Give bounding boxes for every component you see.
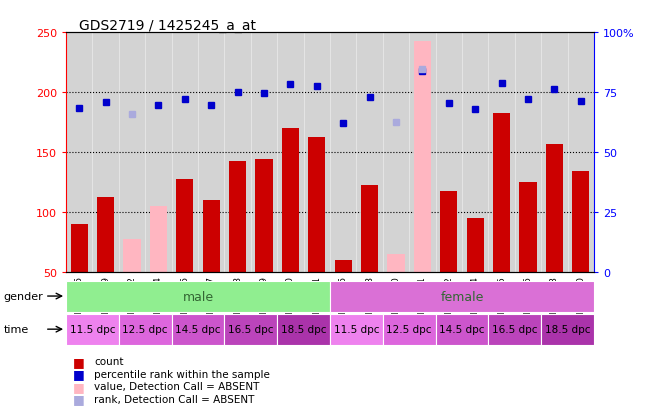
Bar [71,225,88,273]
Bar [66,281,330,312]
Bar [387,254,405,273]
Text: 18.5 dpc: 18.5 dpc [545,324,590,335]
Text: time: time [3,324,28,335]
Text: male: male [182,290,214,303]
Bar [330,281,594,312]
Bar [440,191,457,273]
Text: 16.5 dpc: 16.5 dpc [228,324,273,335]
Text: 11.5 dpc: 11.5 dpc [70,324,115,335]
Bar [255,160,273,273]
Bar [519,183,537,273]
Bar [277,314,330,345]
Text: 12.5 dpc: 12.5 dpc [123,324,168,335]
Text: 16.5 dpc: 16.5 dpc [492,324,537,335]
Bar [203,201,220,273]
Text: percentile rank within the sample: percentile rank within the sample [94,369,270,379]
Text: female: female [440,290,484,303]
Bar [123,239,141,273]
Bar [546,145,563,273]
Bar [97,197,114,273]
Text: 14.5 dpc: 14.5 dpc [440,324,484,335]
Bar [436,314,488,345]
Text: ■: ■ [73,392,84,405]
Text: 14.5 dpc: 14.5 dpc [176,324,220,335]
Text: ■: ■ [73,355,84,368]
Bar [541,314,594,345]
Bar [66,314,119,345]
Bar [361,185,378,273]
Bar [383,314,436,345]
Bar [572,172,589,273]
Bar [176,179,193,273]
Bar [330,314,383,345]
Bar [172,314,224,345]
Text: 18.5 dpc: 18.5 dpc [281,324,326,335]
Bar [467,219,484,273]
Text: gender: gender [3,291,43,301]
Text: value, Detection Call = ABSENT: value, Detection Call = ABSENT [94,381,260,391]
Bar [119,314,172,345]
Bar [488,314,541,345]
Text: rank, Detection Call = ABSENT: rank, Detection Call = ABSENT [94,394,255,404]
Text: count: count [94,356,124,366]
Bar [308,137,325,273]
Bar [414,41,431,273]
Bar [493,113,510,273]
Text: 11.5 dpc: 11.5 dpc [334,324,379,335]
Text: GDS2719 / 1425245_a_at: GDS2719 / 1425245_a_at [79,19,256,33]
Bar [224,314,277,345]
Text: ■: ■ [73,380,84,393]
Bar [150,206,167,273]
Text: ■: ■ [73,367,84,380]
Bar [229,161,246,273]
Bar [335,261,352,273]
Text: 12.5 dpc: 12.5 dpc [387,324,432,335]
Bar [282,129,299,273]
